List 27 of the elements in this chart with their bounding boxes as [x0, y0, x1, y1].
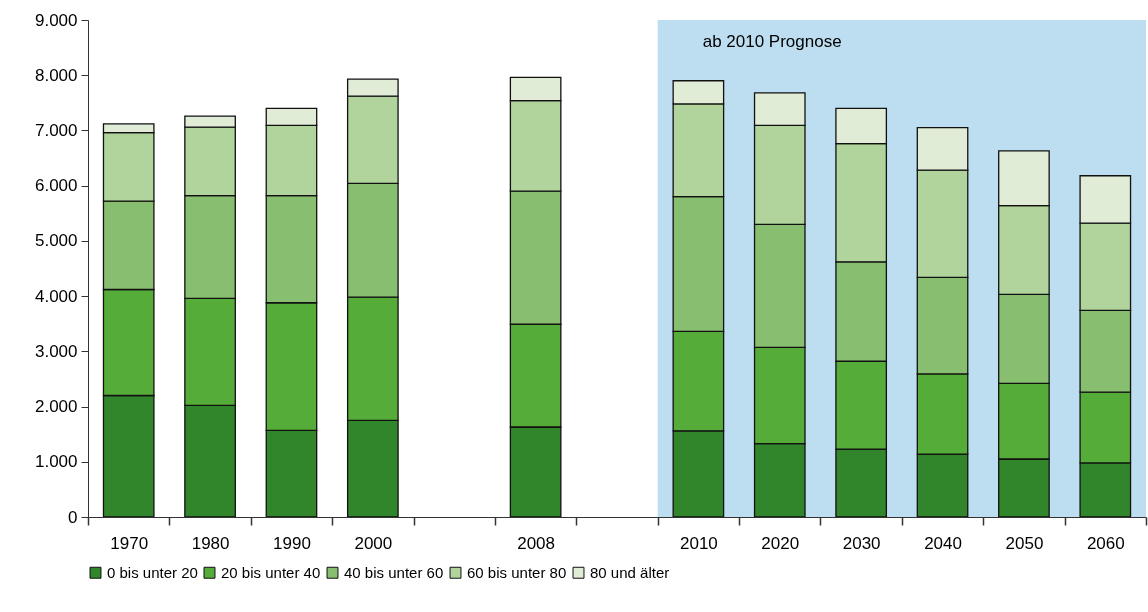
y-tick-label: 6.000	[34, 176, 78, 196]
x-tick-label: 2050	[1005, 533, 1044, 553]
y-tick-label: 2.000	[34, 397, 78, 417]
legend-label: 20 bis unter 40	[221, 563, 321, 581]
x-tick-label: 2030	[842, 533, 881, 553]
y-tick-label: 8.000	[34, 65, 78, 85]
legend-label: 40 bis unter 60	[344, 563, 444, 581]
x-tick-label: 1980	[191, 533, 230, 553]
legend-label: 0 bis unter 20	[107, 563, 198, 581]
band-label: ab 2010 Prognose	[702, 32, 842, 51]
y-tick-label: 1.000	[34, 452, 78, 472]
x-tick-label: 2000	[354, 533, 393, 553]
x-tick-label: 2010	[679, 533, 718, 553]
x-tick-label: 2008	[517, 533, 556, 553]
x-tick-label: 2060	[1086, 533, 1125, 553]
legend-label: 60 bis unter 80	[467, 563, 567, 581]
y-tick-label: 7.000	[34, 120, 78, 140]
y-tick-label: 3.000	[34, 341, 78, 361]
y-tick-label: 5.000	[34, 231, 78, 251]
x-tick-label: 1970	[110, 533, 149, 553]
x-tick-label: 2020	[761, 533, 800, 553]
y-tick-label: 9.000	[34, 10, 78, 30]
y-tick-label: 4.000	[34, 286, 78, 306]
legend-label: 80 und älter	[590, 563, 670, 581]
x-tick-label: 1990	[273, 533, 311, 553]
y-tick-label: 0	[68, 507, 78, 527]
x-tick-label: 2040	[924, 533, 962, 553]
